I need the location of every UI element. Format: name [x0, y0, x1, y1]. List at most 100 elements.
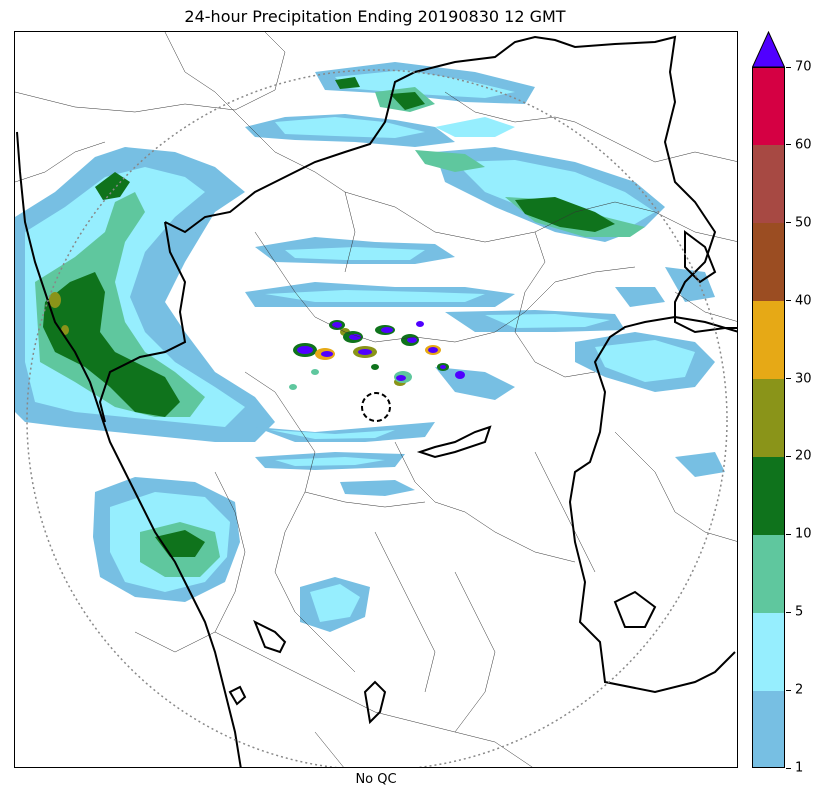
state-border	[568, 315, 737, 694]
precip-cell	[428, 347, 438, 353]
boundary-line	[674, 291, 737, 322]
boundary-line	[15, 141, 106, 183]
colorbar-segment	[752, 534, 785, 613]
district-boundaries	[15, 32, 737, 767]
precip-area	[435, 117, 515, 137]
colorbar-segment	[752, 456, 785, 535]
state-boundaries	[16, 35, 737, 767]
precip-area	[275, 457, 385, 466]
precip-area	[455, 160, 655, 227]
precip-cell	[358, 349, 372, 355]
state-border	[98, 221, 187, 423]
colorbar-tick	[786, 611, 791, 613]
boundary-line	[574, 121, 737, 163]
precip-cell	[332, 322, 342, 328]
state-border	[164, 35, 737, 334]
range-ring	[26, 69, 728, 767]
precip-cell	[297, 346, 313, 354]
x-axis-label: No QC	[355, 772, 397, 787]
state-border	[363, 680, 387, 725]
precip-cell	[311, 369, 319, 375]
precip-cell	[416, 321, 424, 327]
precip-area	[285, 247, 425, 260]
precip-area	[615, 287, 665, 307]
colorbar-tick	[786, 378, 791, 380]
precip-cell	[349, 334, 361, 340]
precip-cell	[289, 384, 297, 390]
precip-intense-cluster	[289, 320, 465, 390]
boundary-line	[214, 471, 246, 633]
precip-area	[310, 584, 360, 622]
colorbar-segment	[752, 690, 785, 769]
colorbar-tick	[786, 689, 791, 691]
precip-cell	[381, 327, 393, 333]
state-border	[684, 230, 717, 284]
precip-area	[415, 150, 485, 172]
colorbar-tick-label: 5	[795, 604, 804, 620]
precip-area	[43, 272, 180, 417]
colorbar-tick-label: 70	[795, 59, 812, 75]
colorbar-tick-label: 30	[795, 371, 812, 387]
precip-area	[485, 314, 610, 328]
colorbar-segment	[752, 144, 785, 224]
state-border	[613, 590, 657, 628]
plot-title: 24-hour Precipitation Ending 20190830 12…	[184, 7, 566, 26]
colorbar-tick-label: 50	[795, 215, 812, 231]
precip-cell	[396, 375, 406, 381]
precip-area	[335, 77, 360, 89]
boundary-line	[344, 191, 737, 243]
boundary-line	[164, 32, 356, 273]
precip-area	[665, 267, 715, 302]
precip-cell	[455, 371, 465, 379]
radar-location-marker	[361, 392, 391, 422]
boundary-line	[394, 441, 576, 563]
colorbar-over-arrow	[752, 31, 785, 68]
precip-area	[515, 197, 615, 232]
boundary-line	[614, 431, 737, 542]
colorbar-segment	[752, 300, 785, 380]
precip-cell	[49, 292, 61, 308]
boundary-line	[214, 631, 533, 767]
boundary-line	[444, 91, 576, 123]
colorbar-tick-label: 1	[795, 760, 804, 776]
colorbar-tick	[786, 455, 791, 457]
colorbar	[752, 67, 785, 769]
colorbar-tick-label: 10	[795, 526, 812, 542]
boundary-line	[314, 731, 344, 767]
radar-map[interactable]	[14, 31, 738, 768]
boundary-line	[454, 571, 496, 733]
boundary-line	[534, 451, 596, 573]
precip-area	[270, 430, 395, 439]
colorbar-tick-label: 40	[795, 293, 812, 309]
colorbar-segment	[752, 612, 785, 691]
colorbar-tick-label: 60	[795, 137, 812, 153]
boundary-line	[304, 491, 426, 508]
precip-area	[390, 92, 425, 110]
precip-cell	[321, 351, 333, 357]
boundary-line	[15, 32, 286, 113]
precip-area	[435, 367, 515, 400]
state-border	[228, 685, 247, 706]
precip-area	[675, 452, 725, 477]
boundary-line	[514, 231, 596, 378]
precip-area	[340, 480, 415, 496]
precip-cell	[440, 365, 446, 369]
coastline	[16, 131, 242, 767]
precip-cell	[371, 364, 379, 370]
boundary-line	[134, 631, 216, 653]
colorbar-tick-label: 2	[795, 682, 804, 698]
colorbar-segment	[752, 378, 785, 457]
colorbar-tick	[786, 767, 791, 769]
colorbar-segment	[752, 222, 785, 302]
boundary-line	[244, 371, 356, 673]
colorbar-tick-label: 20	[795, 448, 812, 464]
precip-area	[265, 290, 485, 302]
precip-area	[595, 340, 695, 382]
precip-cell	[407, 337, 417, 343]
state-border	[416, 425, 492, 459]
precip-area	[255, 422, 435, 442]
precip-layer-10-20	[43, 77, 615, 557]
colorbar-tick	[786, 533, 791, 535]
precip-area	[335, 70, 515, 98]
colorbar-tick	[786, 144, 791, 146]
